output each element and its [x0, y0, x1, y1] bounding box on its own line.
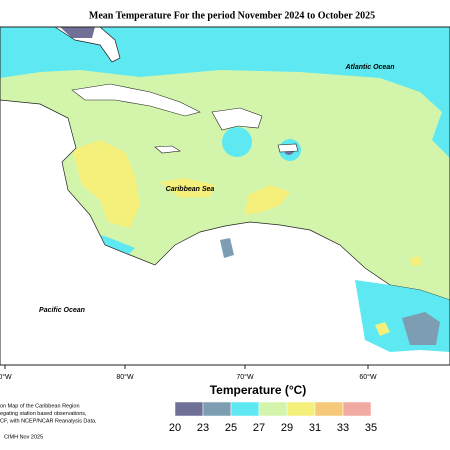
legend-swatch — [202, 401, 232, 417]
longitude-label: 70°W — [236, 373, 254, 381]
legend: 20 23 25 27 29 31 33 35 — [169, 401, 377, 434]
footer-credit: CIMH Nov 2025 — [4, 434, 43, 440]
cold-zone — [220, 238, 234, 258]
legend-tick-label: 27 — [253, 422, 265, 434]
puerto-rico — [277, 143, 299, 153]
legend-swatch — [258, 401, 288, 417]
ocean-label: Atlantic Ocean — [344, 64, 394, 71]
warm-zone — [375, 322, 390, 336]
legend-swatch — [230, 401, 260, 417]
ocean-label: Caribbean Sea — [166, 186, 215, 193]
map-labels: Atlantic Ocean Caribbean Sea Pacific Ocean… — [0, 64, 395, 381]
footer: on Map of the Caribbean Region egating st… — [0, 403, 97, 440]
legend-swatch — [286, 401, 316, 417]
longitude-label: 0°W — [0, 373, 12, 381]
footer-line: on Map of the Caribbean Region — [0, 403, 80, 409]
jamaica — [154, 145, 181, 154]
warm-zone — [160, 178, 215, 198]
longitude-label: 80°W — [116, 373, 134, 381]
map — [0, 26, 450, 366]
footer-line: CF, with NCEP/NCAR Reanalysis Data. — [0, 418, 97, 424]
cold-zone — [402, 312, 440, 345]
legend-tick-label: 20 — [169, 422, 181, 434]
legend-tick-label: 33 — [337, 422, 349, 434]
cold-zone — [60, 27, 95, 38]
legend-title: Temperature (°C) — [210, 383, 307, 397]
legend-tick-label: 25 — [225, 422, 237, 434]
ocean-label: Pacific Ocean — [39, 307, 85, 314]
mainland — [0, 99, 450, 366]
warm-zone — [245, 185, 290, 215]
warm-zone — [72, 140, 140, 228]
legend-swatch — [314, 401, 344, 417]
title: Mean Temperature For the period November… — [89, 10, 375, 21]
legend-swatch — [174, 401, 204, 417]
cuba — [71, 83, 201, 117]
warm-zone — [410, 256, 422, 266]
cool-zone — [222, 127, 252, 157]
map-frame — [0, 26, 450, 366]
hispaniola — [211, 107, 263, 131]
legend-tick-label: 29 — [281, 422, 293, 434]
legend-tick-label: 23 — [197, 422, 209, 434]
footer-line: egating station based observations, — [0, 411, 87, 417]
longitude-label: 60°W — [359, 373, 377, 381]
legend-tick-label: 35 — [365, 422, 377, 434]
legend-tick-label: 31 — [309, 422, 321, 434]
legend-swatch — [342, 401, 372, 417]
